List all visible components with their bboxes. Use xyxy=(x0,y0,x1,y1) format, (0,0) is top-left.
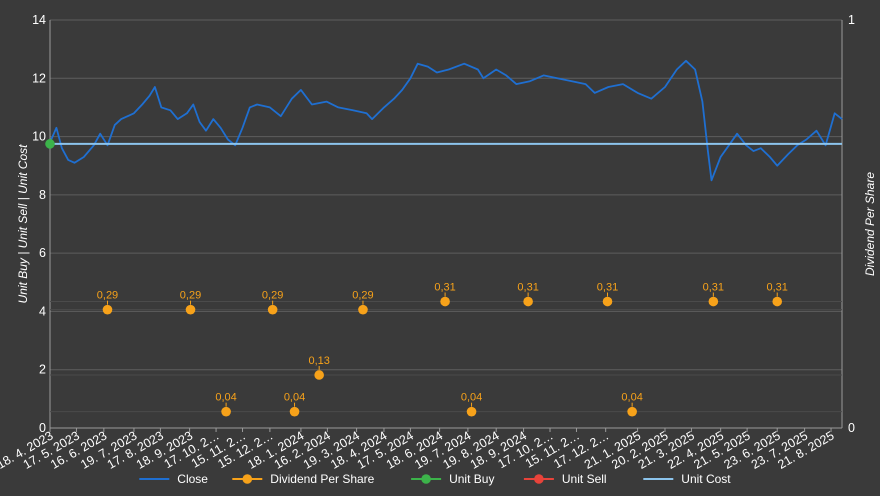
dividend-point xyxy=(440,296,450,307)
legend-marker xyxy=(421,474,431,484)
y2-axis-ticks: 01 xyxy=(848,13,855,435)
y-axis-title: Unit Buy | Unit Sell | Unit Cost xyxy=(16,144,30,304)
dividend-point xyxy=(523,296,533,307)
y2-tick-label: 0 xyxy=(848,421,855,435)
series-close-line xyxy=(49,59,843,182)
unit-buy-point xyxy=(45,139,55,149)
y2-tick-label: 1 xyxy=(848,13,855,27)
dividend-point xyxy=(708,296,719,307)
dividend-point xyxy=(185,304,196,315)
y-tick-label: 8 xyxy=(39,188,46,202)
legend-label: Unit Buy xyxy=(449,472,494,486)
dividend-data-label: 0,31 xyxy=(434,282,455,294)
legend-item[interactable]: Unit Buy xyxy=(411,472,494,486)
dividend-data-label: 0,29 xyxy=(97,290,118,302)
y-axis-ticks: 0 2 4 6 8 10 12 14 xyxy=(32,13,46,435)
y-tick-label: 0 xyxy=(39,421,46,435)
dividend-point xyxy=(221,406,231,417)
y-tick-label: 10 xyxy=(32,130,46,144)
dividend-data-label: 0,29 xyxy=(262,290,283,302)
dividend-data-label: 0,04 xyxy=(215,392,236,404)
dividend-point xyxy=(772,296,783,307)
legend-label: Unit Sell xyxy=(562,472,607,486)
dividend-data-label: 0,31 xyxy=(517,282,538,294)
y-tick-label: 4 xyxy=(39,304,46,318)
dividend-point xyxy=(267,304,278,315)
dividend-point xyxy=(602,296,613,307)
dividend-point xyxy=(102,304,113,315)
y2-axis-title: Dividend Per Share xyxy=(863,172,877,276)
dividend-point xyxy=(466,406,477,417)
dividend-data-label: 0,31 xyxy=(703,282,724,294)
y-tick-label: 2 xyxy=(39,363,46,377)
dividend-data-label: 0,31 xyxy=(767,282,788,294)
legend-label: Close xyxy=(177,472,208,486)
legend-item[interactable]: Close xyxy=(139,472,208,486)
dividend-data-label: 0,13 xyxy=(308,355,329,367)
legend-label: Unit Cost xyxy=(681,472,731,486)
legend-label: Dividend Per Share xyxy=(270,472,374,486)
dividend-data-label: 0,04 xyxy=(284,392,305,404)
gridlines xyxy=(49,19,843,429)
legend-item[interactable]: Dividend Per Share xyxy=(232,472,375,486)
legend[interactable]: Close Dividend Per Share Unit Buy Unit Sell… xyxy=(139,472,731,486)
y-tick-label: 12 xyxy=(32,71,46,85)
dividend-data-label: 0,29 xyxy=(180,290,201,302)
legend-marker xyxy=(242,474,253,484)
y-tick-label: 14 xyxy=(32,13,46,27)
legend-marker xyxy=(534,474,544,484)
dividend-point xyxy=(358,304,368,315)
dividend-data-label: 0,04 xyxy=(461,392,482,404)
dividend-point xyxy=(289,406,300,417)
dividend-data-label: 0,31 xyxy=(597,282,618,294)
dividend-point xyxy=(627,406,637,417)
legend-item[interactable]: Unit Cost xyxy=(643,472,731,486)
legend-item[interactable]: Unit Sell xyxy=(523,472,607,486)
dividend-point xyxy=(314,370,324,380)
series-layer: 0,29 0,29 0,04 0,29 0,04 0,13 0,29 0,31 0,04 0,31… xyxy=(45,59,843,417)
dividend-data-label: 0,04 xyxy=(621,392,642,404)
dividend-data-label: 0,29 xyxy=(352,290,373,302)
y-tick-label: 6 xyxy=(39,246,46,260)
